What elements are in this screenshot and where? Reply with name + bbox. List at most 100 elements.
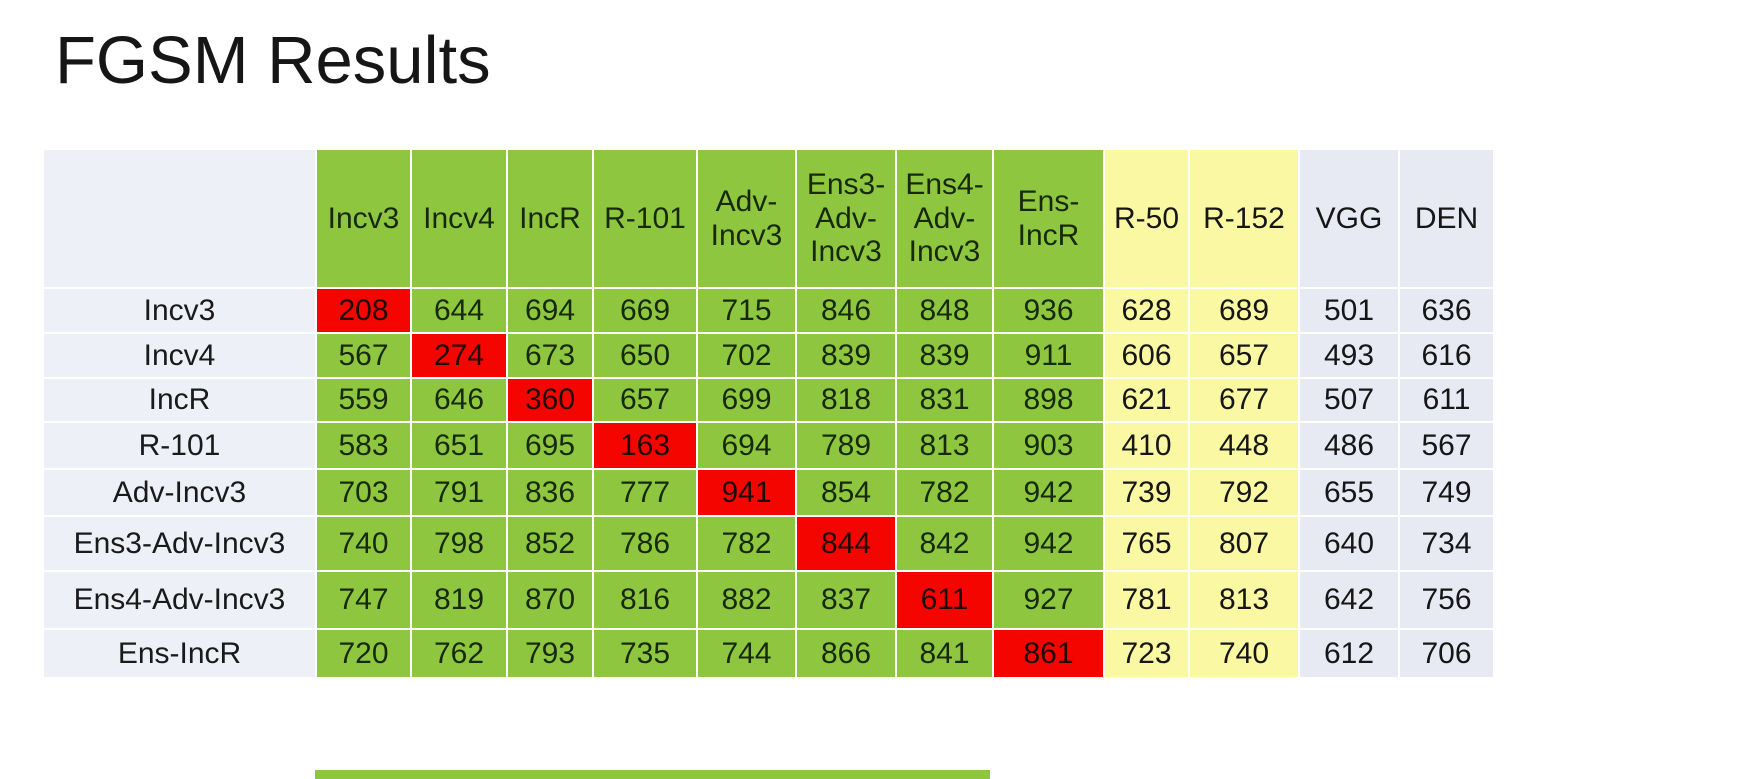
table-cell: 611 xyxy=(1398,377,1495,423)
table-cell: 583 xyxy=(315,421,412,470)
table-cell: 606 xyxy=(1103,332,1190,379)
table-cell: 739 xyxy=(1103,468,1190,517)
table-cell: 655 xyxy=(1298,468,1400,517)
table-cell: 782 xyxy=(696,515,797,572)
column-header-ens-incr: Ens-IncR xyxy=(992,148,1105,289)
table-cell: 616 xyxy=(1398,332,1495,379)
table-cell: 819 xyxy=(410,570,508,630)
column-header-r-152: R-152 xyxy=(1188,148,1300,289)
table-row: Adv-Incv3 703 791 836 777 941 854 782 942 739 792 6… xyxy=(42,468,1495,517)
table-cell: 360 xyxy=(506,377,594,423)
cropped-next-row-edge xyxy=(315,770,990,779)
table-cell: 715 xyxy=(696,287,797,334)
table-cell: 813 xyxy=(895,421,994,470)
table-cell: 646 xyxy=(410,377,508,423)
table-cell: 636 xyxy=(1398,287,1495,334)
table-cell: 651 xyxy=(410,421,508,470)
table-cell: 448 xyxy=(1188,421,1300,470)
table-cell: 941 xyxy=(696,468,797,517)
table-cell: 163 xyxy=(592,421,698,470)
table-cell: 818 xyxy=(795,377,897,423)
corner-cell xyxy=(42,148,317,289)
table-cell: 942 xyxy=(992,468,1105,517)
row-header-incv3: Incv3 xyxy=(42,287,317,334)
table-cell: 782 xyxy=(895,468,994,517)
table-cell: 689 xyxy=(1188,287,1300,334)
table-cell: 837 xyxy=(795,570,897,630)
results-table: Incv3 Incv4 IncR R-101 Adv-Incv3 Ens3-Adv-Inc… xyxy=(42,148,1495,679)
table-cell: 786 xyxy=(592,515,698,572)
table-cell: 848 xyxy=(895,287,994,334)
column-header-r-101: R-101 xyxy=(592,148,698,289)
table-cell: 702 xyxy=(696,332,797,379)
table-cell: 839 xyxy=(895,332,994,379)
table-cell: 839 xyxy=(795,332,897,379)
table-cell: 936 xyxy=(992,287,1105,334)
table-row: Ens3-Adv-Incv3 740 798 852 786 782 844 842 942 76… xyxy=(42,515,1495,572)
table-cell: 493 xyxy=(1298,332,1400,379)
table-cell: 781 xyxy=(1103,570,1190,630)
table-cell: 792 xyxy=(1188,468,1300,517)
table-cell: 927 xyxy=(992,570,1105,630)
column-header-incv3: Incv3 xyxy=(315,148,412,289)
table-cell: 765 xyxy=(1103,515,1190,572)
table-cell: 844 xyxy=(795,515,897,572)
table-cell: 903 xyxy=(992,421,1105,470)
row-header-ens-incr: Ens-IncR xyxy=(42,628,317,679)
table-cell: 842 xyxy=(895,515,994,572)
row-header-adv-incv3: Adv-Incv3 xyxy=(42,468,317,517)
table-cell: 852 xyxy=(506,515,594,572)
table-cell: 777 xyxy=(592,468,698,517)
table-cell: 673 xyxy=(506,332,594,379)
table-cell: 734 xyxy=(1398,515,1495,572)
table-cell: 942 xyxy=(992,515,1105,572)
table-cell: 621 xyxy=(1103,377,1190,423)
table-cell: 882 xyxy=(696,570,797,630)
table-cell: 747 xyxy=(315,570,412,630)
column-header-den: DEN xyxy=(1398,148,1495,289)
column-header-r-50: R-50 xyxy=(1103,148,1190,289)
table-cell: 640 xyxy=(1298,515,1400,572)
row-header-r-101: R-101 xyxy=(42,421,317,470)
table-cell: 650 xyxy=(592,332,698,379)
table-row: IncR 559 646 360 657 699 818 831 898 621 677 507 611 xyxy=(42,377,1495,423)
table-cell: 501 xyxy=(1298,287,1400,334)
table-cell: 642 xyxy=(1298,570,1400,630)
table-cell: 657 xyxy=(1188,332,1300,379)
table-cell: 657 xyxy=(592,377,698,423)
table-cell: 735 xyxy=(592,628,698,679)
table-cell: 813 xyxy=(1188,570,1300,630)
table-cell: 836 xyxy=(506,468,594,517)
row-header-incv4: Incv4 xyxy=(42,332,317,379)
table-cell: 703 xyxy=(315,468,412,517)
table-cell: 699 xyxy=(696,377,797,423)
table-cell: 559 xyxy=(315,377,412,423)
table-header: Incv3 Incv4 IncR R-101 Adv-Incv3 Ens3-Adv-Inc… xyxy=(42,148,1495,289)
table-cell: 644 xyxy=(410,287,508,334)
table-cell: 611 xyxy=(895,570,994,630)
table-cell: 669 xyxy=(592,287,698,334)
table-cell: 567 xyxy=(315,332,412,379)
table-cell: 628 xyxy=(1103,287,1190,334)
table-cell: 807 xyxy=(1188,515,1300,572)
table-cell: 694 xyxy=(506,287,594,334)
column-header-vgg: VGG xyxy=(1298,148,1400,289)
table-cell: 841 xyxy=(895,628,994,679)
table-cell: 208 xyxy=(315,287,412,334)
table-cell: 740 xyxy=(1188,628,1300,679)
table-cell: 756 xyxy=(1398,570,1495,630)
table-cell: 749 xyxy=(1398,468,1495,517)
table-cell: 567 xyxy=(1398,421,1495,470)
table-cell: 740 xyxy=(315,515,412,572)
table-row: Incv3 208 644 694 669 715 846 848 936 628 689 501 63… xyxy=(42,287,1495,334)
table-cell: 870 xyxy=(506,570,594,630)
table-cell: 911 xyxy=(992,332,1105,379)
table-cell: 789 xyxy=(795,421,897,470)
table-cell: 793 xyxy=(506,628,594,679)
column-header-ens4-adv-incv3: Ens4-Adv-Incv3 xyxy=(895,148,994,289)
row-header-ens4-adv-incv3: Ens4-Adv-Incv3 xyxy=(42,570,317,630)
row-header-incr: IncR xyxy=(42,377,317,423)
table-row: Ens4-Adv-Incv3 747 819 870 816 882 837 611 927 78… xyxy=(42,570,1495,630)
column-header-ens3-adv-incv3: Ens3-Adv-Incv3 xyxy=(795,148,897,289)
table-cell: 846 xyxy=(795,287,897,334)
